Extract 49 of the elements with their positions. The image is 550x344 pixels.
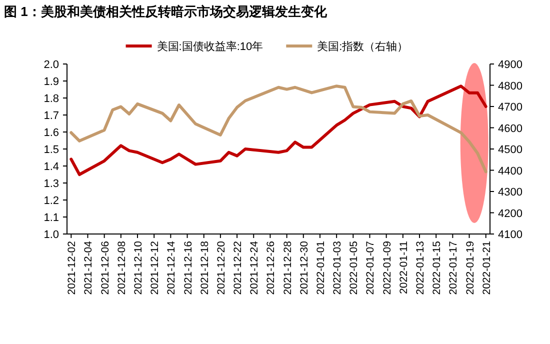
legend-label: 美国:国债收益率:10年 [156,40,264,53]
x-tick-label: 2022-01-07 [364,240,377,295]
y-tick-label: 1.7 [44,110,59,122]
x-tick-label: 2022-01-13 [414,240,426,295]
legend-label: 美国:指数（右轴） [317,40,408,53]
x-tick-label: 2021-12-16 [182,240,194,295]
y2-tick-label: 4300 [498,186,522,198]
y2-tick-label: 4400 [498,165,522,178]
x-tick-label: 2021-12-24 [248,240,261,295]
x-tick-label: 2022-01-09 [381,240,394,295]
y-tick-label: 1.2 [44,195,59,207]
y2-tick-label: 4600 [498,122,522,135]
x-tick-label: 2022-01-19 [464,240,476,295]
x-tick-label: 2022-01-03 [332,240,344,295]
y-tick-label: 1.0 [44,229,59,241]
x-tick-label: 2021-12-22 [232,240,244,295]
x-tick-label: 2022-01-11 [398,240,410,294]
y2-tick-label: 4500 [498,144,522,156]
x-tick-label: 2022-01-17 [448,240,460,295]
x-tick-label: 2022-01-21 [480,240,493,295]
y-tick-label: 1.6 [44,127,59,139]
x-tick-label: 2021-12-28 [282,240,294,295]
x-tick-label: 2021-12-18 [198,240,211,295]
y2-tick-label: 4800 [498,80,522,92]
x-tick-label: 2021-12-08 [116,240,128,295]
x-tick-label: 2021-12-04 [82,240,95,295]
x-tick-label: 2021-12-02 [66,240,78,295]
x-tick-label: 2021-12-12 [149,240,162,295]
y-tick-label: 1.1 [44,212,59,224]
x-tick-label: 2021-12-06 [99,240,112,295]
y-tick-label: 1.9 [44,76,59,88]
y2-tick-label: 4700 [498,102,522,114]
y-tick-label: 1.3 [44,178,59,190]
x-tick-label: 2022-01-01 [314,240,327,295]
y-tick-label: 1.8 [44,93,59,105]
y2-tick-label: 4100 [498,229,522,241]
x-tick-label: 2021-12-14 [166,240,178,295]
y-tick-label: 2.0 [44,59,59,71]
y2-tick-label: 4200 [498,208,522,220]
y-tick-label: 1.4 [44,161,59,173]
x-tick-label: 2022-01-05 [348,240,360,295]
x-tick-label: 2021-12-20 [215,240,228,295]
x-tick-label: 2021-12-10 [132,240,144,295]
y2-tick-label: 4900 [498,59,522,71]
y-tick-label: 1.5 [44,144,59,156]
x-tick-label: 2022-01-15 [431,240,444,295]
x-tick-label: 2021-12-26 [265,240,278,295]
x-tick-label: 2021-12-30 [298,240,310,295]
chart-title: 图 1：美股和美债相关性反转暗示市场交易逻辑发生变化 [4,4,328,19]
